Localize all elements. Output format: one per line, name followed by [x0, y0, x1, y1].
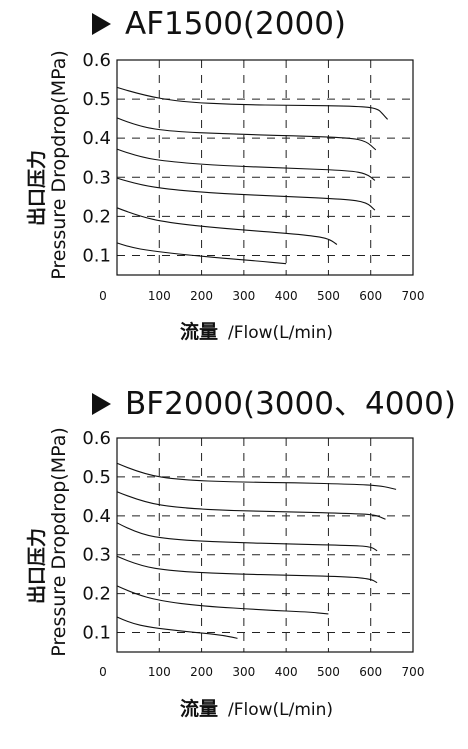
- series-line-4: [116, 522, 378, 552]
- x-tick-label: 500: [317, 665, 340, 679]
- x-tick-label: 200: [190, 665, 213, 679]
- series-line-5: [116, 117, 377, 151]
- x-tick-label: 600: [359, 665, 382, 679]
- y-tick-label: 0.4: [82, 506, 111, 527]
- x-tick-label: 400: [275, 289, 298, 303]
- x-tick-label: 200: [190, 289, 213, 303]
- x-tick-label: 0: [99, 665, 107, 679]
- x-axis-label: /Flow(L/min): [228, 700, 333, 720]
- series-line-2: [116, 207, 338, 245]
- series-line-6: [116, 86, 389, 120]
- y-axis-label: Pressure Dropdrop(MPa): [48, 427, 70, 656]
- series-line-3: [116, 555, 378, 584]
- series-line-2: [116, 585, 329, 615]
- plot-area: [116, 59, 414, 276]
- y-tick-label: 0.2: [82, 584, 111, 605]
- chart-title: BF2000(3000、4000): [125, 386, 456, 422]
- x-axis-label-zh: 流量: [180, 697, 218, 720]
- y-tick-label: 0.4: [82, 128, 111, 149]
- chart-2: BF2000(3000、4000) 0.1 0.2 0.3 0.4 0.5 0.6 0 100 2…: [25, 386, 456, 720]
- x-tick-label: 500: [317, 289, 340, 303]
- x-tick-label: 100: [148, 289, 171, 303]
- y-tick-label: 0.6: [82, 428, 111, 449]
- series-line-4: [116, 148, 376, 181]
- y-axis-label-zh: 出口压力: [25, 528, 48, 604]
- series-line-3: [116, 177, 376, 211]
- chart-title: AF1500(2000): [125, 6, 346, 42]
- x-axis-label-zh: 流量: [180, 320, 218, 343]
- x-tick-label: 600: [359, 289, 382, 303]
- x-axis-label: /Flow(L/min): [228, 323, 333, 343]
- y-tick-label: 0.5: [82, 89, 111, 110]
- y-axis-label: Pressure Dropdrop(MPa): [48, 50, 70, 279]
- title-arrow-icon: [92, 393, 111, 415]
- y-tick-label: 0.1: [82, 623, 111, 644]
- x-tick-label: 700: [402, 665, 425, 679]
- y-tick-label: 0.6: [82, 50, 111, 71]
- y-tick-label: 0.3: [82, 545, 111, 566]
- x-tick-label: 400: [275, 665, 298, 679]
- x-tick-label: 300: [232, 289, 255, 303]
- y-axis-label-zh: 出口压力: [25, 150, 48, 226]
- y-tick-label: 0.5: [82, 467, 111, 488]
- series-line-1: [116, 242, 287, 265]
- y-tick-label: 0.1: [82, 245, 111, 266]
- series-line-6: [116, 462, 397, 490]
- x-tick-label: 300: [232, 665, 255, 679]
- x-tick-label: 700: [402, 289, 425, 303]
- x-tick-label: 100: [148, 665, 171, 679]
- chart-1: AF1500(2000) 0.1 0.2 0.3 0.4 0.5 0.6 0 100 200 300…: [25, 6, 424, 343]
- title-arrow-icon: [92, 13, 111, 35]
- y-tick-label: 0.3: [82, 167, 111, 188]
- series-line-1: [116, 616, 238, 639]
- series-line-5: [116, 491, 386, 520]
- plot-area: [116, 437, 414, 653]
- x-tick-label: 0: [99, 289, 107, 303]
- y-tick-label: 0.2: [82, 206, 111, 227]
